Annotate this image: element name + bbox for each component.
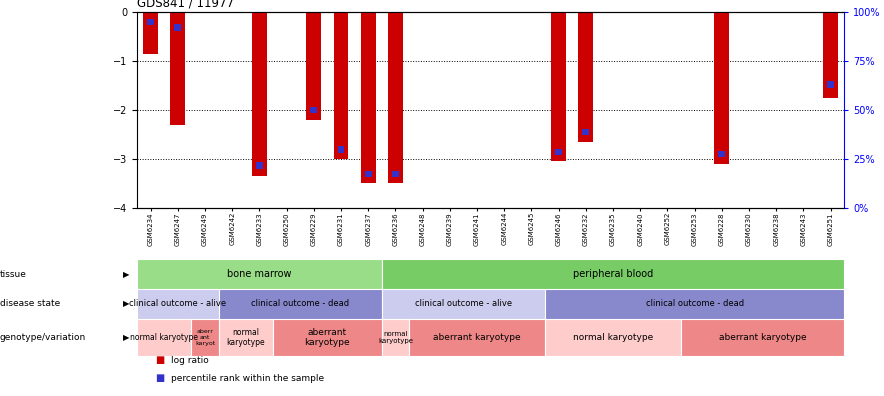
Bar <box>551 12 566 161</box>
Text: normal
karyotype: normal karyotype <box>378 331 413 344</box>
Text: log ratio: log ratio <box>171 356 209 365</box>
Bar <box>218 319 273 356</box>
Text: ▶: ▶ <box>123 333 130 342</box>
Text: tissue: tissue <box>0 270 27 279</box>
Bar <box>137 289 218 319</box>
Bar <box>578 12 593 142</box>
Bar <box>388 12 403 183</box>
Text: disease state: disease state <box>0 299 60 308</box>
Bar <box>252 12 267 176</box>
Text: clinical outcome - dead: clinical outcome - dead <box>645 299 743 308</box>
Bar <box>307 12 321 120</box>
Bar <box>137 319 192 356</box>
Bar <box>338 146 345 152</box>
Bar <box>361 12 376 183</box>
Text: clinical outcome - dead: clinical outcome - dead <box>251 299 349 308</box>
Text: bone marrow: bone marrow <box>227 269 292 279</box>
Text: aberrant karyotype: aberrant karyotype <box>433 333 521 342</box>
Text: peripheral blood: peripheral blood <box>573 269 653 279</box>
Text: aberr
ant
karyot: aberr ant karyot <box>194 329 215 346</box>
Bar <box>171 12 186 125</box>
Text: ■: ■ <box>155 373 164 383</box>
Bar <box>143 12 158 53</box>
Bar <box>174 24 181 30</box>
Bar <box>218 289 382 319</box>
Bar <box>256 162 263 169</box>
Text: aberrant karyotype: aberrant karyotype <box>719 333 806 342</box>
Bar <box>719 151 725 158</box>
Bar <box>827 82 834 88</box>
Bar <box>714 12 729 164</box>
Bar <box>333 12 348 159</box>
Bar <box>148 19 154 25</box>
Text: ■: ■ <box>155 355 164 366</box>
Bar <box>681 319 844 356</box>
Text: ▶: ▶ <box>123 299 130 308</box>
Text: clinical outcome - alive: clinical outcome - alive <box>129 299 226 308</box>
Text: clinical outcome - alive: clinical outcome - alive <box>415 299 512 308</box>
Bar <box>137 259 382 289</box>
Text: ▶: ▶ <box>123 270 130 279</box>
Text: normal
karyotype: normal karyotype <box>226 328 265 347</box>
Text: normal karyotype: normal karyotype <box>573 333 653 342</box>
Bar <box>823 12 838 98</box>
Bar <box>583 129 590 135</box>
Text: aberrant
karyotype: aberrant karyotype <box>305 328 350 347</box>
Text: normal karyotype: normal karyotype <box>130 333 198 342</box>
Text: GDS841 / 11977: GDS841 / 11977 <box>137 0 234 10</box>
Bar <box>409 319 545 356</box>
Bar <box>310 107 317 113</box>
Bar <box>382 259 844 289</box>
Bar <box>365 171 371 177</box>
Bar <box>392 171 399 177</box>
Bar <box>273 319 382 356</box>
Bar <box>192 319 218 356</box>
Bar <box>382 289 545 319</box>
Bar <box>545 319 681 356</box>
Bar <box>555 148 562 155</box>
Text: genotype/variation: genotype/variation <box>0 333 87 342</box>
Bar <box>382 319 409 356</box>
Bar <box>545 289 844 319</box>
Text: percentile rank within the sample: percentile rank within the sample <box>171 374 324 383</box>
